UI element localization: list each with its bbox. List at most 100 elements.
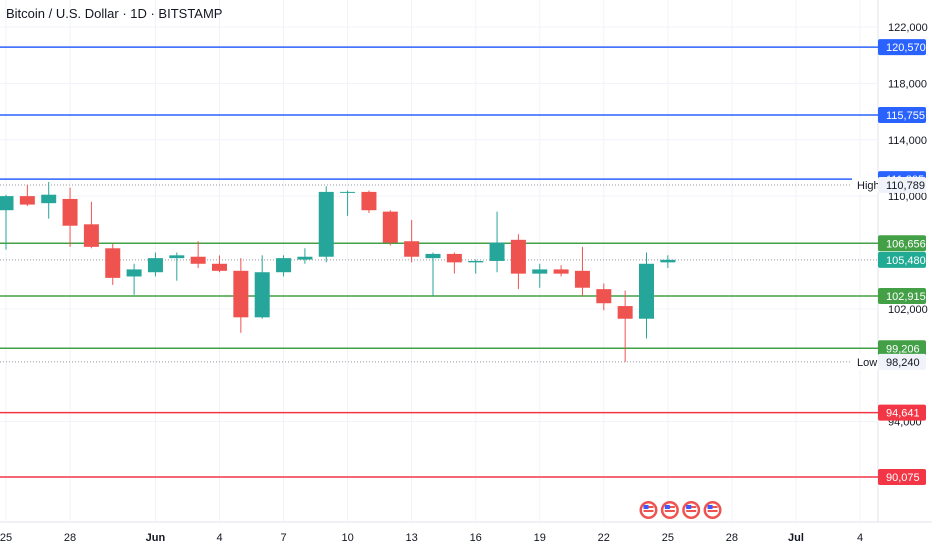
x-tick-label: 22	[598, 532, 610, 544]
candle-body	[147, 258, 163, 273]
level-label: 90,075	[886, 472, 920, 484]
candle-body	[617, 306, 633, 319]
candle-down	[596, 283, 612, 311]
candle-body	[404, 241, 420, 257]
candle-up	[340, 190, 356, 216]
candle-body	[297, 256, 313, 260]
candle-down	[62, 187, 78, 247]
horizontal-levels	[0, 46, 878, 478]
level-badge[interactable]	[878, 404, 926, 421]
candle-body	[126, 269, 142, 277]
x-tick-label: 4	[857, 532, 863, 544]
x-tick-label: Jun	[146, 532, 166, 544]
candle-down	[574, 246, 590, 297]
candle-down	[105, 244, 121, 285]
low-tag: Low	[857, 357, 877, 369]
candle-body	[574, 270, 590, 288]
candle-up	[318, 186, 334, 263]
candle-up	[126, 263, 142, 295]
candle-down	[233, 258, 249, 333]
price-axis[interactable]: 122,000118,000114,000110,000102,00094,00…	[852, 22, 928, 485]
candle-up	[147, 252, 163, 277]
level-badge[interactable]	[878, 340, 926, 357]
candle-body	[382, 211, 398, 243]
candle-body	[190, 256, 206, 264]
candle-down	[553, 265, 569, 277]
time-axis[interactable]: 25 28 Jun 4 7 10 13 16 19 22 25 28 Jul 4	[0, 532, 863, 544]
candle-body	[446, 253, 462, 263]
flag-canton	[707, 505, 713, 509]
x-tick-label: 7	[280, 532, 286, 544]
flag-stripe	[643, 510, 654, 512]
x-tick-label: 25	[0, 532, 12, 544]
candle-up	[639, 252, 654, 339]
candle-down	[446, 252, 462, 274]
candle-up	[297, 248, 313, 264]
x-tick-label: Jul	[788, 532, 804, 544]
flag-canton	[643, 505, 649, 509]
candle-up	[425, 252, 441, 297]
candle-body	[19, 196, 35, 205]
level-label: 115,755	[886, 110, 925, 122]
level-badge[interactable]	[878, 287, 926, 304]
candle-up	[276, 255, 292, 277]
level-badge[interactable]	[878, 39, 926, 56]
x-tick-label: 28	[726, 532, 738, 544]
candle-up	[169, 252, 185, 281]
candle-body	[553, 269, 569, 274]
candle-body	[361, 191, 377, 211]
candle-up	[41, 182, 57, 219]
candle-body	[62, 198, 78, 226]
x-tick-label: 13	[406, 532, 418, 544]
candle-body	[660, 259, 676, 263]
x-tick-label: 25	[662, 532, 674, 544]
candle-body	[83, 224, 99, 247]
high-price-badge[interactable]	[878, 177, 926, 194]
candle-body	[639, 263, 654, 319]
candle-body	[212, 263, 227, 271]
candle-down	[382, 210, 398, 246]
us-flag-event-icon[interactable]	[703, 501, 722, 519]
us-flag-event-icon[interactable]	[660, 501, 679, 519]
candle-down	[404, 220, 420, 263]
candle-body	[596, 289, 612, 304]
x-tick-label: 16	[470, 532, 482, 544]
flag-canton	[664, 505, 670, 509]
candle-body	[532, 269, 548, 274]
candle-up	[254, 255, 270, 319]
candle-body	[233, 270, 249, 318]
event-markers	[639, 501, 722, 519]
us-flag-event-icon[interactable]	[639, 501, 658, 519]
flag-stripe	[707, 510, 718, 512]
candle-body	[318, 191, 334, 257]
level-label: 99,206	[886, 343, 920, 355]
high-price-label: 110,789	[886, 180, 925, 192]
candlesticks	[0, 182, 676, 362]
low-price-label: 98,240	[886, 357, 920, 369]
us-flag-event-icon[interactable]	[682, 501, 701, 519]
level-label: 94,641	[886, 408, 920, 420]
y-tick-label: 102,000	[888, 304, 928, 316]
candle-body	[425, 253, 441, 259]
candle-up	[0, 194, 14, 250]
candle-body	[340, 191, 356, 193]
low-price-badge[interactable]	[878, 353, 926, 370]
candle-up	[660, 255, 676, 269]
y-tick-label: 114,000	[888, 135, 927, 147]
candle-down	[617, 290, 633, 362]
level-badge[interactable]	[878, 107, 926, 124]
candle-down	[190, 241, 206, 269]
level-badge[interactable]	[878, 468, 926, 485]
x-tick-label: 10	[341, 532, 353, 544]
candle-body	[41, 194, 57, 204]
chart-title: Bitcoin / U.S. Dollar · 1D · BITSTAMP	[6, 6, 223, 21]
candle-up	[489, 211, 505, 273]
level-badge[interactable]	[878, 235, 926, 252]
candle-down	[361, 190, 377, 214]
candle-body	[105, 248, 121, 278]
high-tag-bg	[852, 177, 878, 194]
current-price-badge[interactable]	[878, 251, 926, 268]
flag-canton	[686, 505, 692, 509]
grid	[0, 0, 932, 523]
